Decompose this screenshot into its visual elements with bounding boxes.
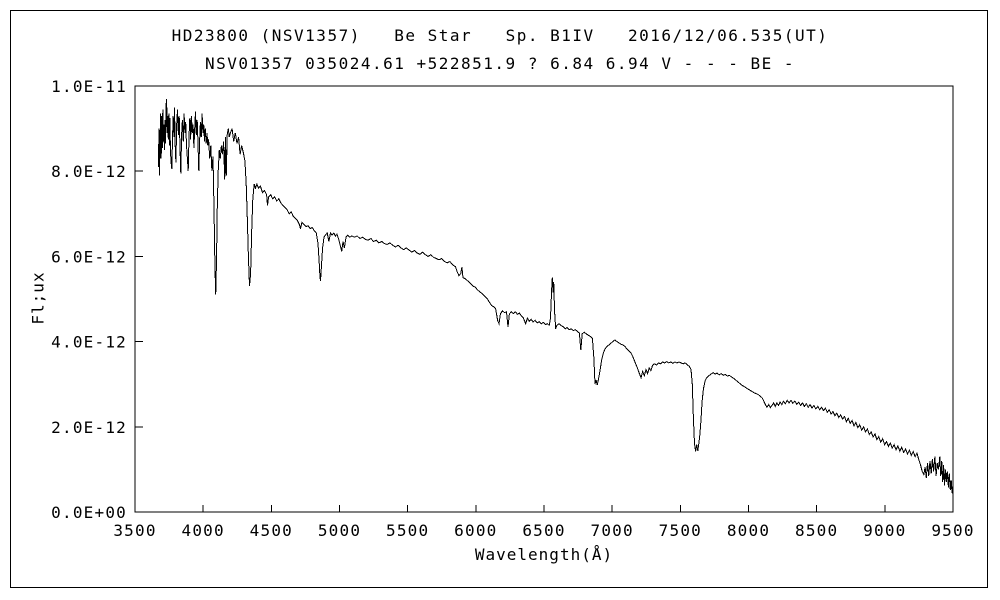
x-tick-label: 8500: [795, 521, 838, 540]
x-tick-label: 5000: [318, 521, 361, 540]
plot-frame: [134, 85, 954, 513]
y-tick-label: 4.0E-12: [51, 333, 127, 352]
x-tick-label: 9500: [931, 521, 974, 540]
spectrum-line: [157, 98, 954, 505]
y-tick-label: 0.0E+00: [51, 503, 127, 522]
y-tick-label: 1.0E-11: [51, 77, 127, 96]
chart-subtitle: NSV01357 035024.61 +522851.9 ? 6.84 6.94…: [204, 54, 796, 73]
x-tick-label: 6000: [454, 521, 497, 540]
y-tick-label: 2.0E-12: [51, 418, 127, 437]
chart-title: HD23800 (NSV1357) Be Star Sp. B1IV 2016/…: [171, 26, 829, 45]
x-tick-label: 4500: [250, 521, 293, 540]
x-tick-label: 3500: [113, 521, 156, 540]
x-tick-label: 9000: [863, 521, 906, 540]
x-tick-label: 7500: [659, 521, 702, 540]
x-tick-label: 5500: [386, 521, 429, 540]
x-tick-label: 7000: [590, 521, 633, 540]
figure-border: [10, 10, 988, 588]
x-tick-label: 6500: [522, 521, 565, 540]
x-tick-label: 8000: [727, 521, 770, 540]
x-axis-title: Wavelength(Å): [474, 545, 614, 564]
y-tick-label: 6.0E-12: [51, 247, 127, 266]
y-tick-label: 8.0E-12: [51, 162, 127, 181]
x-tick-label: 4000: [181, 521, 224, 540]
